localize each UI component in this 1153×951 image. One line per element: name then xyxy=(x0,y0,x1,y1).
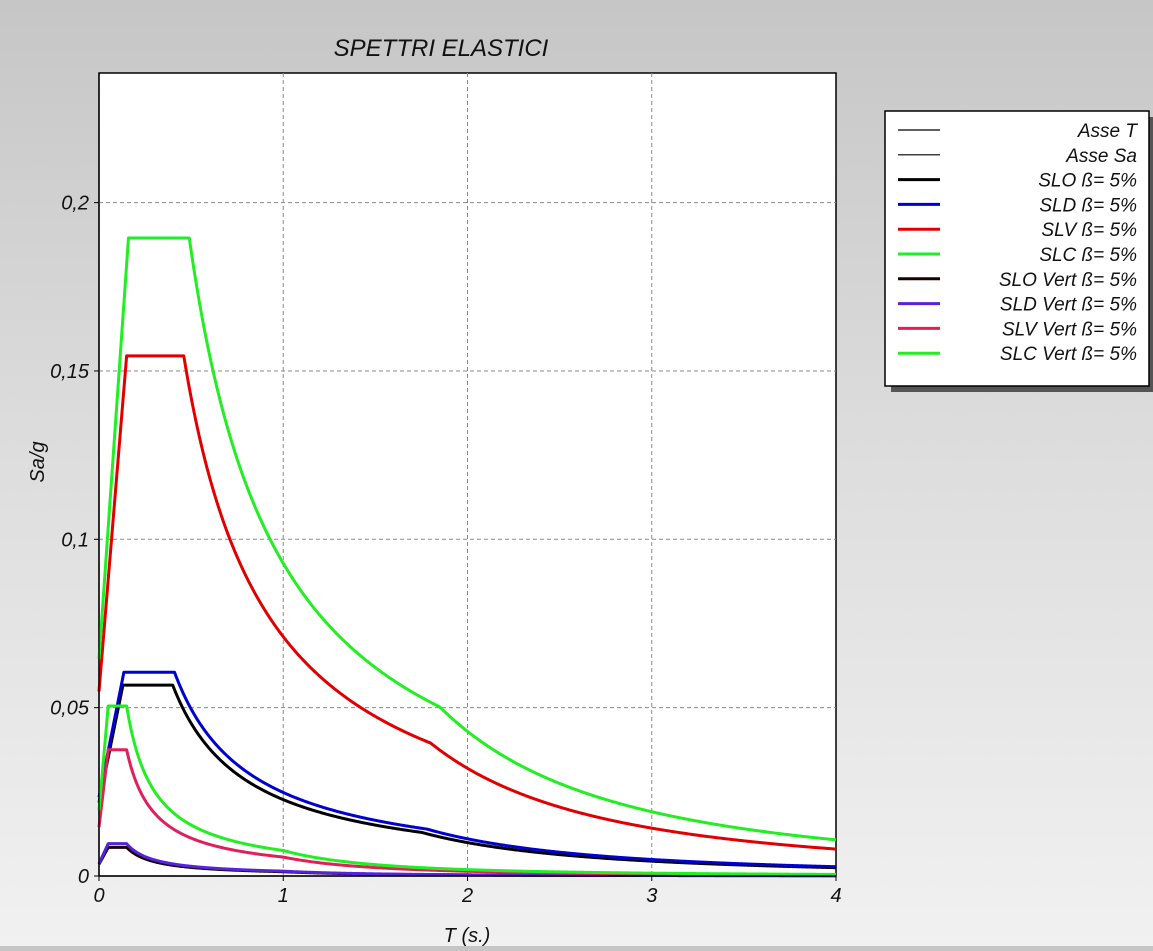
x-tick-label-2: 2 xyxy=(461,885,473,907)
legend-label-9: SLC Vert ß= 5% xyxy=(1000,344,1137,365)
x-axis-ticks: 0 1 2 3 4 xyxy=(93,876,842,907)
legend-label-7: SLD Vert ß= 5% xyxy=(1000,295,1137,316)
x-tick-label-3: 3 xyxy=(646,885,657,907)
x-axis-label: T (s.) xyxy=(444,925,491,946)
legend-label-1: Asse Sa xyxy=(1065,146,1137,167)
grid-lines xyxy=(99,73,836,876)
y-tick-label-2: 0,1 xyxy=(61,529,89,551)
legend-label-5: SLC ß= 5% xyxy=(1039,245,1137,266)
x-tick-label-1: 1 xyxy=(278,885,289,907)
y-tick-label-1: 0,05 xyxy=(50,698,90,720)
series-line-3 xyxy=(97,354,837,851)
x-tick-label-0: 0 xyxy=(93,885,104,907)
y-tick-label-4: 0,2 xyxy=(61,193,89,215)
legend-box xyxy=(884,110,1150,387)
legend-label-4: SLV ß= 5% xyxy=(1041,220,1137,241)
x-tick-label-4: 4 xyxy=(830,885,841,907)
series-line-8 xyxy=(97,704,837,876)
legend-label-2: SLO ß= 5% xyxy=(1038,171,1137,192)
legend-label-3: SLD ß= 5% xyxy=(1039,195,1137,216)
series-line-2 xyxy=(97,670,837,869)
y-axis-ticks: 0 0,05 0,1 0,15 0,2 xyxy=(50,193,99,888)
legend-items: Asse T Asse Sa SLO ß= 5% SLD ß= 5% SLV ß= 5%… xyxy=(898,121,1138,365)
y-axis-label: Sa/g xyxy=(27,441,49,482)
y-tick-label-3: 0,15 xyxy=(50,361,90,383)
chart-title: SPETTRI ELASTICI xyxy=(334,35,549,62)
legend: Asse T Asse Sa SLO ß= 5% SLD ß= 5% SLV ß= 5%… xyxy=(884,110,1153,392)
y-tick-label-0: 0 xyxy=(78,866,89,888)
series-line-4 xyxy=(97,236,837,842)
legend-label-8: SLV Vert ß= 5% xyxy=(1002,319,1137,340)
legend-label-0: Asse T xyxy=(1077,121,1139,142)
legend-label-6: SLO Vert ß= 5% xyxy=(999,270,1137,291)
